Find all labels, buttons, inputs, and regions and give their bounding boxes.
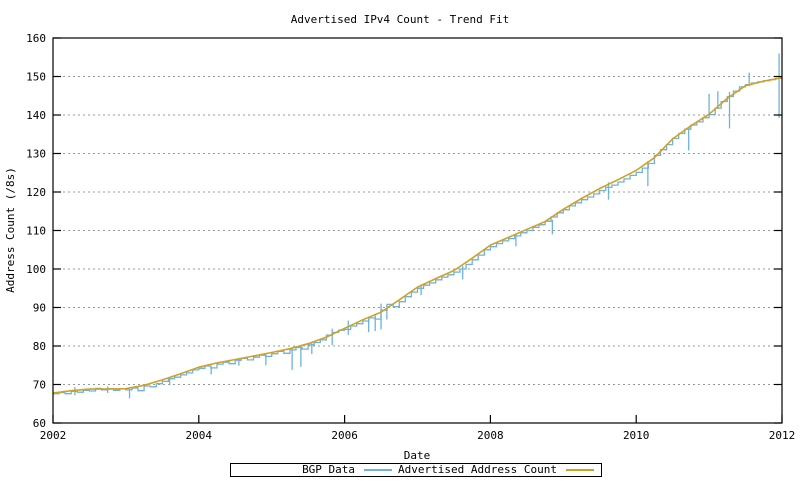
y-axis-label: Address Count (/8s): [4, 167, 17, 293]
y-tick-label: 100: [26, 263, 46, 276]
legend-label-bgp-data: BGP Data: [302, 463, 356, 476]
y-tick-label: 120: [26, 186, 46, 199]
y-tick-label: 60: [33, 417, 46, 430]
y-tick-label: 110: [26, 225, 46, 238]
legend-entry-advertised-count: Advertised Address Count: [398, 464, 594, 476]
y-tick-label: 90: [33, 302, 46, 315]
x-tick-label: 2002: [40, 429, 67, 442]
legend: BGP Data Advertised Address Count: [230, 463, 602, 477]
chart-title: Advertised IPv4 Count - Trend Fit: [291, 13, 510, 26]
y-tick-label: 160: [26, 32, 46, 45]
x-tick-label: 2008: [477, 429, 504, 442]
y-tick-label: 130: [26, 148, 46, 161]
legend-label-advertised-count: Advertised Address Count: [398, 463, 557, 476]
legend-line-sample-trend: [566, 469, 594, 471]
y-tick-label: 140: [26, 109, 46, 122]
x-tick-label: 2012: [769, 429, 796, 442]
x-tick-label: 2006: [331, 429, 358, 442]
legend-entry-bgp-data: BGP Data: [302, 463, 393, 476]
x-tick-label: 2004: [186, 429, 213, 442]
plot-frame-and-ticks: [52, 37, 783, 424]
tick-labels: 60 70 80 90 100 110 120 130 140 150 160 2002 2004 200…: [26, 32, 795, 442]
x-tick-label: 2010: [623, 429, 650, 442]
legend-line-sample-bgp: [364, 469, 393, 471]
gridlines: [53, 76, 782, 385]
data-series: [52, 53, 783, 399]
y-tick-label: 80: [33, 340, 46, 353]
x-axis-label: Date: [404, 449, 431, 462]
y-tick-label: 150: [26, 71, 46, 84]
y-tick-label: 70: [33, 379, 46, 392]
